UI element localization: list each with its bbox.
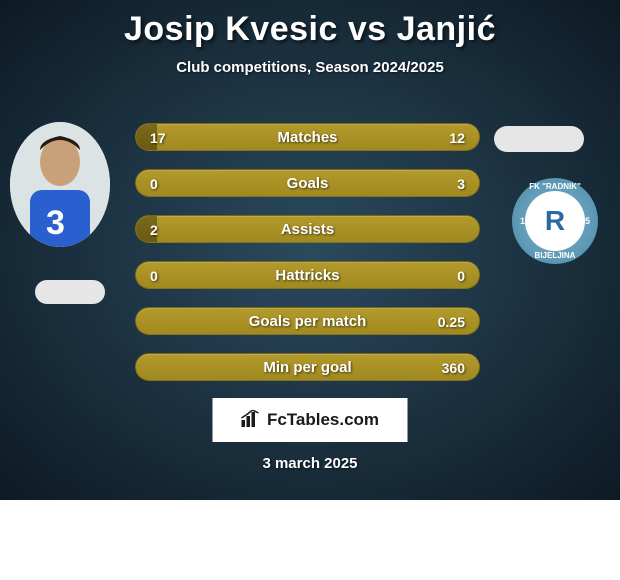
chart-icon bbox=[241, 410, 261, 431]
brand-label: FcTables.com bbox=[267, 410, 379, 430]
crest-text-bottom: BIJELJINA bbox=[512, 251, 598, 260]
stats-container: 17Matches120Goals32Assists0Hattricks0Goa… bbox=[135, 123, 480, 399]
player-right-flag bbox=[494, 126, 584, 152]
stat-label: Min per goal bbox=[136, 354, 479, 380]
jersey-number: 3 bbox=[46, 204, 65, 242]
stat-label: Goals bbox=[136, 170, 479, 196]
stat-right-value: 360 bbox=[442, 354, 465, 380]
stat-label: Matches bbox=[136, 124, 479, 150]
crest-year-right: 45 bbox=[580, 216, 590, 226]
stat-row: 17Matches12 bbox=[135, 123, 480, 151]
stat-row: 0Goals3 bbox=[135, 169, 480, 197]
comparison-card: Josip Kvesic vs Janjić Club competitions… bbox=[0, 0, 620, 500]
crest-year-left: 19 bbox=[520, 216, 530, 226]
date-label: 3 march 2025 bbox=[0, 455, 620, 472]
stat-right-value: 0.25 bbox=[438, 308, 465, 334]
stat-right-value: 0 bbox=[457, 262, 465, 288]
player-left-flag bbox=[35, 280, 105, 304]
stat-label: Hattricks bbox=[136, 262, 479, 288]
brand-badge: FcTables.com bbox=[213, 398, 408, 442]
stat-row: 2Assists bbox=[135, 215, 480, 243]
page-title: Josip Kvesic vs Janjić bbox=[0, 0, 620, 49]
stat-row: Goals per match0.25 bbox=[135, 307, 480, 335]
stat-row: 0Hattricks0 bbox=[135, 261, 480, 289]
player-left-avatar: 3 bbox=[10, 122, 110, 247]
stat-label: Goals per match bbox=[136, 308, 479, 334]
crest-text-top: FK "RADNIK" bbox=[512, 182, 598, 191]
stat-right-value: 12 bbox=[449, 124, 465, 150]
player-right-crest: FK "RADNIK" BIJELJINA 19 45 R bbox=[512, 178, 598, 264]
stat-label: Assists bbox=[136, 216, 479, 242]
stat-row: Min per goal360 bbox=[135, 353, 480, 381]
stat-right-value: 3 bbox=[457, 170, 465, 196]
player-avatar-svg: 3 bbox=[10, 122, 110, 247]
subtitle: Club competitions, Season 2024/2025 bbox=[0, 59, 620, 76]
